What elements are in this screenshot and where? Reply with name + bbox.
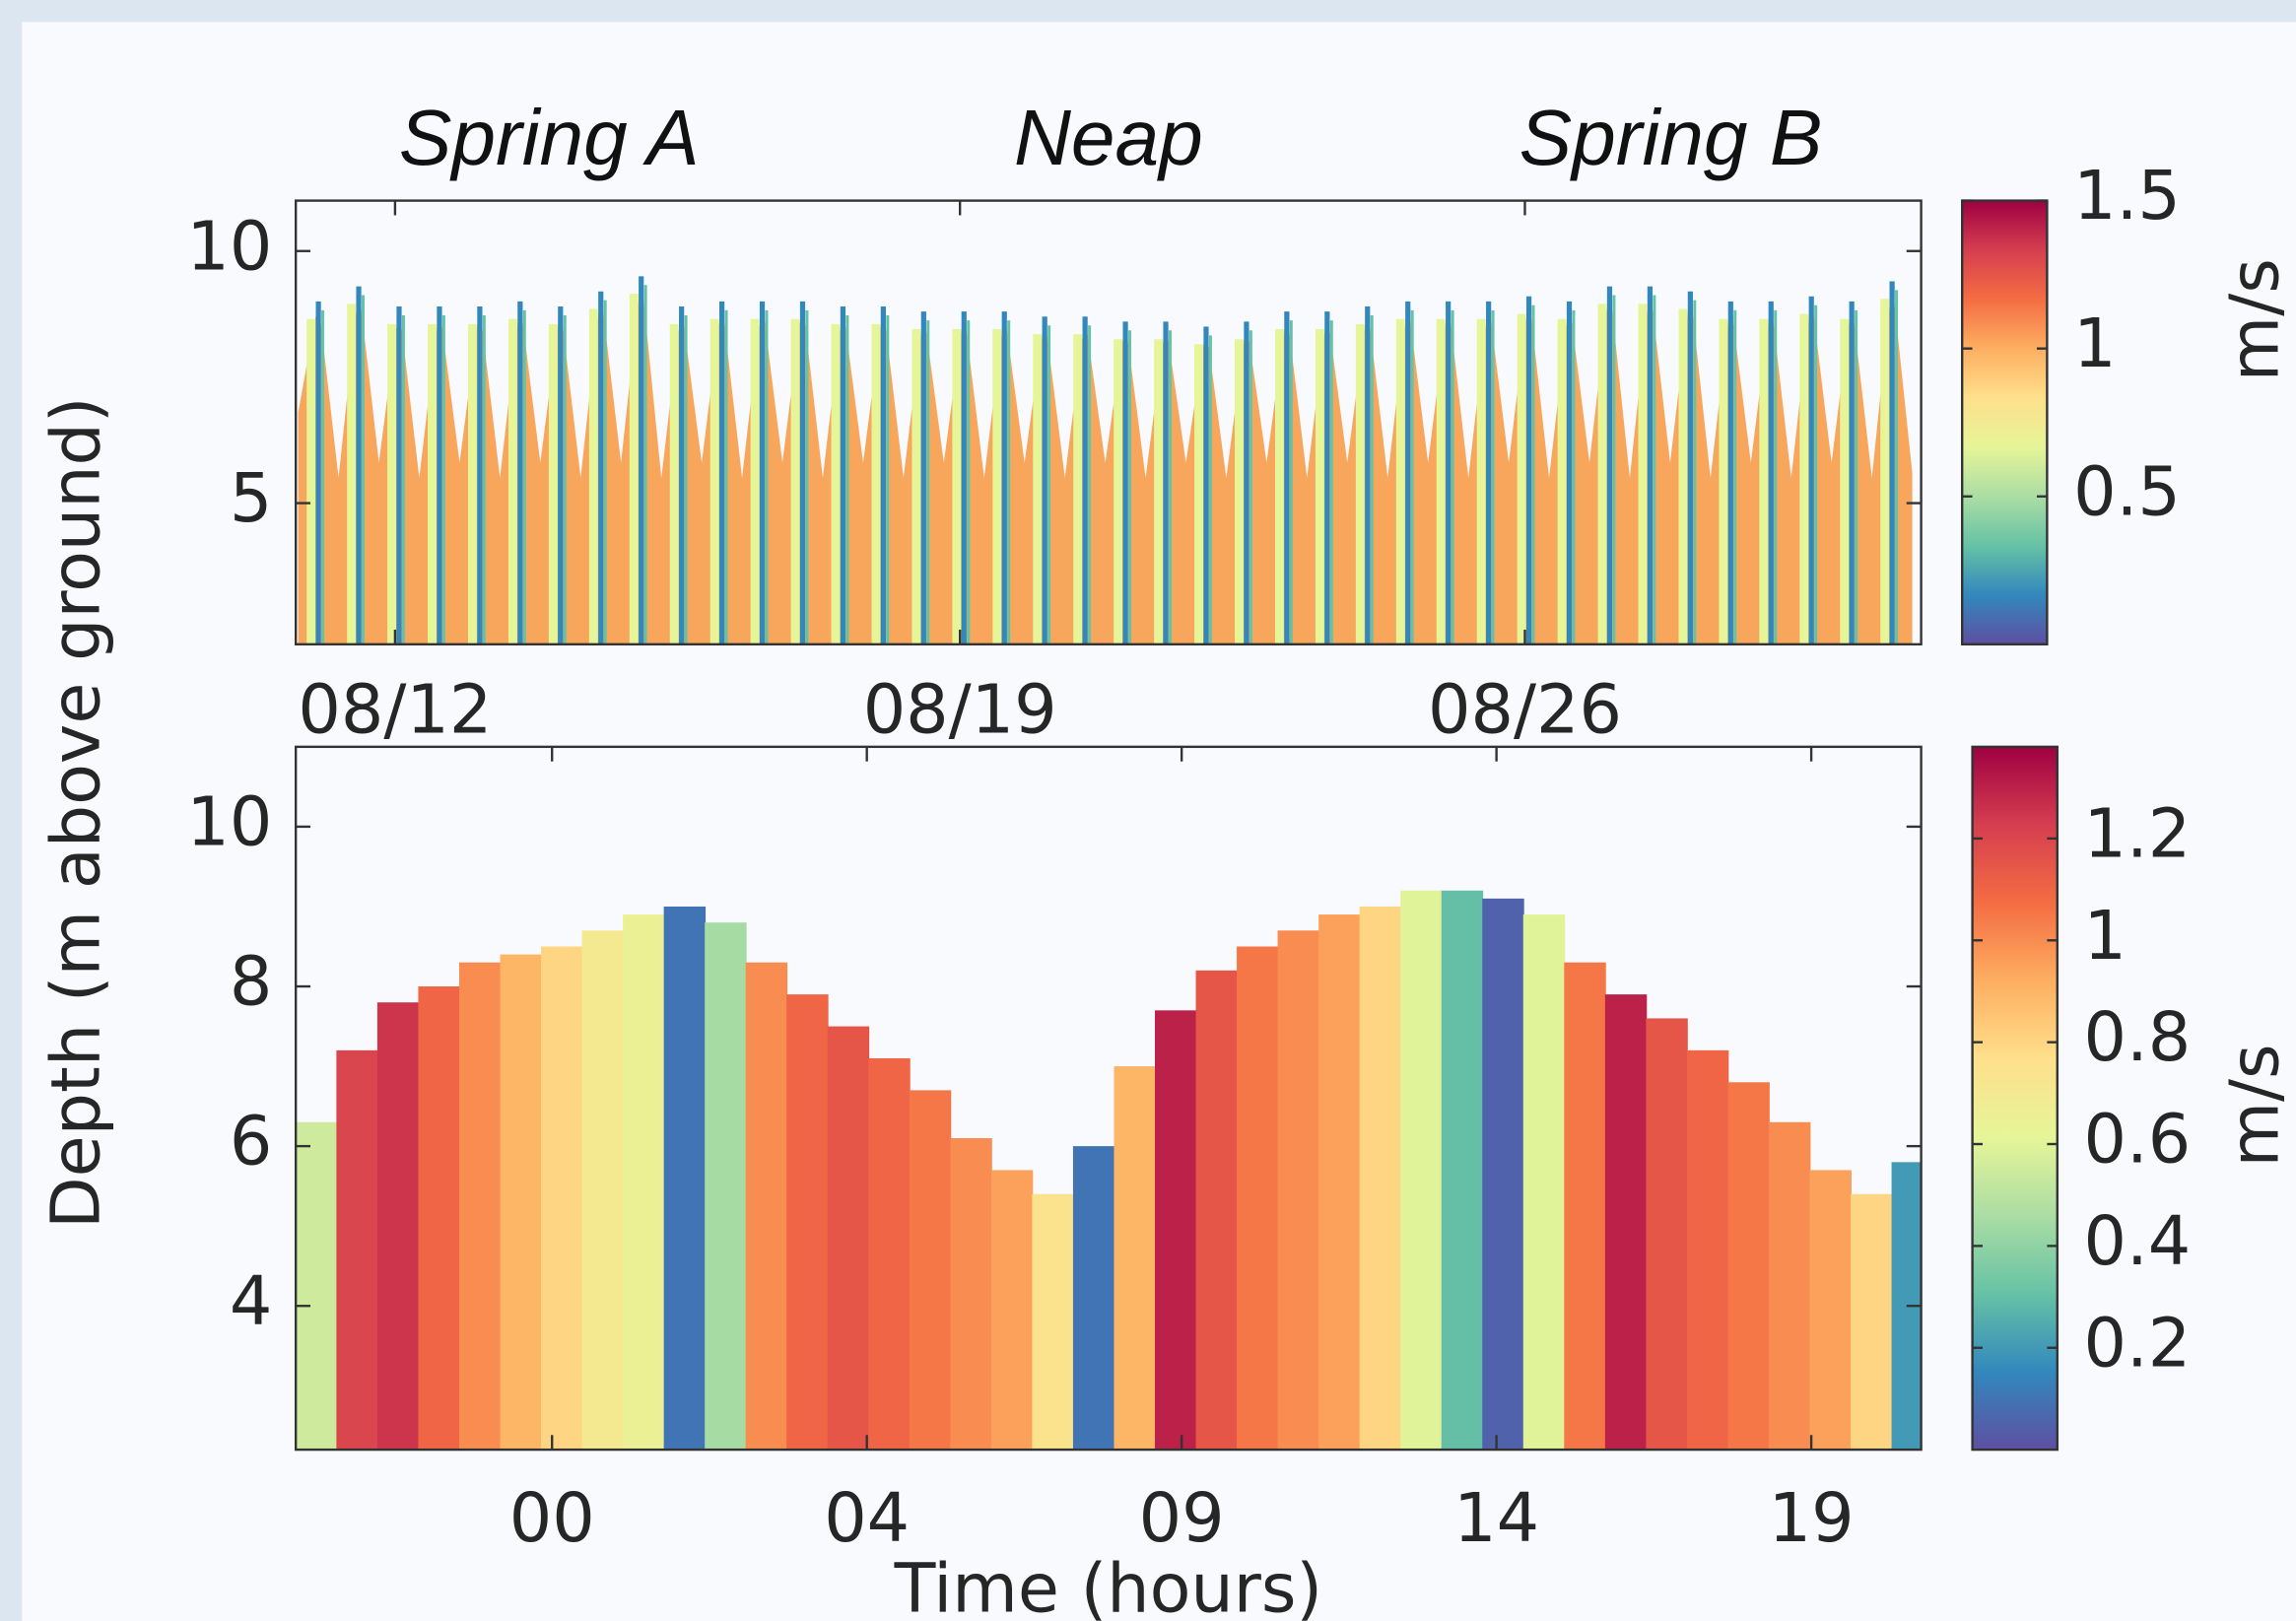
heat-cell [786, 994, 829, 1451]
heat-cell [1604, 994, 1648, 1451]
colorbar-tick-label: 0.2 [2084, 1305, 2192, 1383]
plot-area [298, 276, 1913, 644]
x-tick-label: 14 [1453, 1480, 1539, 1558]
colorbar-tick-label: 1 [2073, 305, 2116, 383]
heat-cell [1768, 1121, 1811, 1451]
heat-cell [909, 1090, 952, 1451]
colorbar [1971, 745, 2059, 1452]
x-axis-label: Time (hours) [894, 1550, 1322, 1621]
colorbar-tick-label: 1.5 [2073, 158, 2181, 236]
y-tick-label: 6 [230, 1104, 272, 1182]
heat-cell [705, 922, 747, 1451]
heat-cell [336, 1049, 378, 1451]
y-tick-label: 4 [230, 1263, 272, 1341]
colorbar-tick-label: 0.6 [2084, 1102, 2192, 1180]
heat-cell [458, 962, 502, 1451]
heat-cell [1032, 1193, 1074, 1451]
heat-cell [1441, 890, 1484, 1451]
heat-cell [1277, 930, 1320, 1451]
heat-cell [1482, 898, 1524, 1451]
heat-cell [1522, 914, 1566, 1451]
heat-cell [1318, 914, 1361, 1451]
colorbar-tick-label: 1 [2084, 898, 2127, 976]
colorbar-label: m/s [2216, 258, 2294, 381]
heat-cell [500, 954, 542, 1451]
heat-cell [1114, 1066, 1156, 1451]
y-tick-label: 8 [230, 944, 272, 1022]
y-tick-label: 10 [186, 783, 272, 861]
colorbar-tick-label: 1.2 [2084, 795, 2192, 873]
x-tick-label: 19 [1769, 1480, 1855, 1558]
heat-cell [1237, 946, 1279, 1451]
plot-area [296, 890, 1922, 1451]
heat-cell [1359, 906, 1402, 1451]
heat-cell [663, 906, 707, 1451]
annotation: Neap [1014, 94, 1203, 182]
colorbar-tick-label: 0.5 [2073, 453, 2181, 531]
axes-frame [294, 199, 1923, 646]
heat-cell [1564, 962, 1606, 1451]
y-axis-label: Depth (m above ground) [37, 396, 115, 1229]
colorbar-tick-label: 0.8 [2084, 999, 2192, 1077]
y-tick-label: 10 [186, 208, 272, 286]
heat-cell [1646, 1018, 1688, 1451]
y-tick-label: 5 [230, 460, 272, 538]
axes-frame [294, 745, 1923, 1452]
heat-cell [541, 946, 583, 1451]
heat-cell [296, 1121, 338, 1451]
heat-cell [581, 930, 624, 1451]
heat-cell [418, 986, 460, 1451]
heat-cell [1400, 890, 1443, 1451]
heat-cell [827, 1026, 870, 1451]
heat-cell [1195, 970, 1238, 1451]
heat-cell [376, 1002, 420, 1451]
heat-cell [1155, 1010, 1197, 1451]
heat-cell [1727, 1082, 1770, 1451]
x-tick-label: 08/26 [1428, 672, 1622, 750]
heat-cell [1686, 1049, 1729, 1451]
heat-cell [1072, 1146, 1115, 1451]
heat-cell [1851, 1193, 1893, 1451]
heat-cell [868, 1057, 911, 1451]
x-tick-label: 04 [824, 1480, 910, 1558]
x-tick-label: 09 [1139, 1480, 1225, 1558]
annotation: Spring B [1519, 94, 1823, 182]
x-tick-label: 08/19 [863, 672, 1057, 750]
annotation: Spring A [399, 94, 700, 182]
heat-cell [950, 1138, 992, 1451]
colorbar-tick-label: 0.4 [2084, 1203, 2192, 1281]
heat-cell [1809, 1170, 1852, 1451]
heat-cell [745, 962, 788, 1451]
x-tick-label: 08/12 [298, 672, 492, 750]
colorbar [1961, 199, 2049, 646]
surface-area [298, 276, 1913, 644]
colorbar-label: m/s [2216, 1044, 2294, 1167]
x-tick-label: 00 [509, 1480, 595, 1558]
heat-cell [990, 1170, 1034, 1451]
heat-cell [623, 914, 665, 1451]
